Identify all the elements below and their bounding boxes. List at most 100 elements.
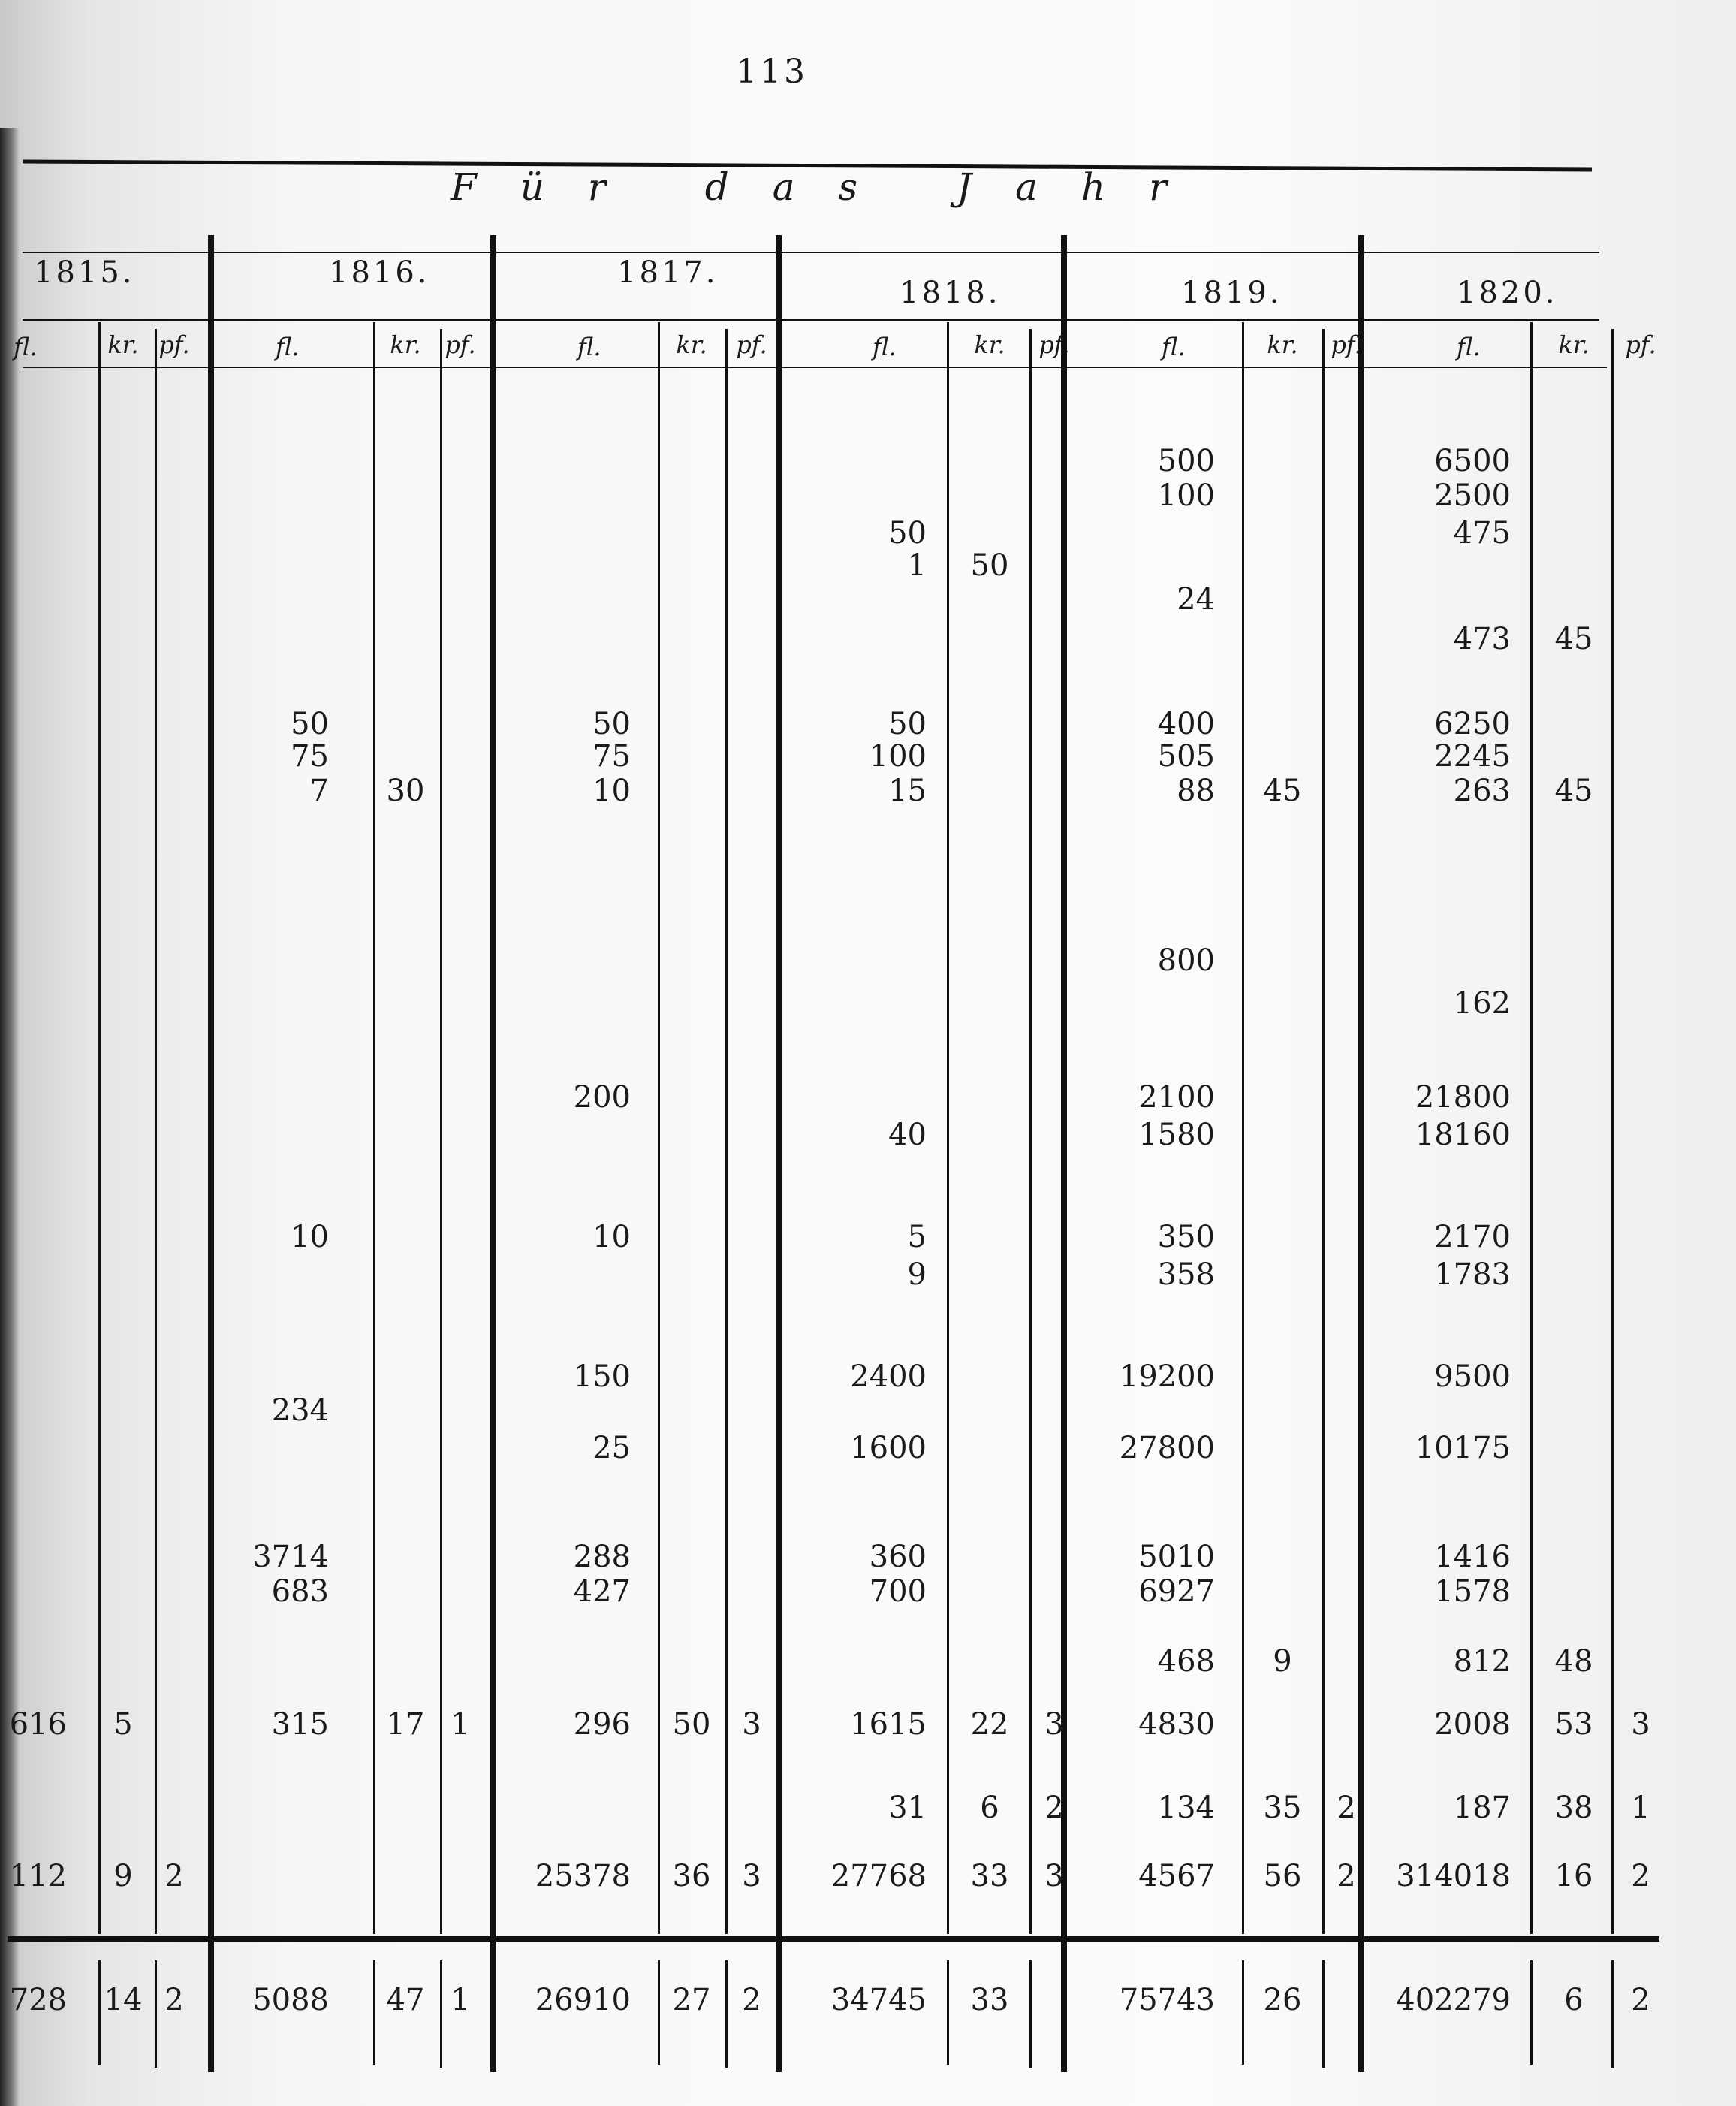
cell-fl: 427 (573, 1574, 631, 1609)
unit-header-fl: fl. (1162, 333, 1186, 361)
cell-kr: 45 (1554, 622, 1593, 656)
units-bottom-rule (23, 367, 1607, 368)
cell-fl: 15 (888, 774, 927, 808)
cell-kr: 50 (672, 1707, 711, 1742)
cell-fl: 360 (869, 1540, 927, 1574)
column-divider (1029, 329, 1032, 1934)
column-divider (658, 322, 660, 1934)
unit-header-fl: fl. (577, 333, 601, 361)
cell-fl: 50 (888, 516, 927, 551)
cell-fl: 473 (1453, 622, 1511, 656)
cell-kr: 9 (1273, 1644, 1292, 1679)
year-divider (490, 235, 496, 2072)
cell-pf: 3 (742, 1707, 761, 1742)
year-header: 1817. (617, 255, 719, 290)
cell-fl: 162 (1453, 986, 1511, 1021)
total-fl: 728 (9, 1983, 67, 2017)
cell-fl: 2500 (1434, 478, 1511, 513)
cell-fl: 2008 (1434, 1707, 1511, 1742)
unit-header-pf: pf. (736, 330, 767, 359)
unit-header-pf: pf. (158, 330, 190, 359)
column-divider (1530, 1960, 1533, 2065)
cell-kr: 22 (970, 1707, 1009, 1742)
unit-header-kr: kr. (390, 330, 421, 359)
cell-fl: 10 (592, 774, 631, 808)
cell-fl: 616 (9, 1707, 67, 1742)
units-top-rule (23, 319, 1599, 321)
column-divider (373, 322, 375, 1934)
cell-kr: 6 (980, 1791, 999, 1825)
cell-fl: 1578 (1434, 1574, 1511, 1609)
cell-fl: 31 (888, 1791, 927, 1825)
cell-fl: 75 (592, 739, 631, 774)
heading-rule (23, 252, 1599, 253)
cell-fl: 187 (1453, 1791, 1511, 1825)
total-pf: 1 (451, 1983, 470, 2017)
column-divider (98, 1960, 101, 2065)
year-header: 1818. (900, 276, 1001, 310)
totals-rule (8, 1936, 1659, 1942)
cell-fl: 134 (1157, 1791, 1215, 1825)
cell-fl: 200 (573, 1080, 631, 1115)
cell-fl: 100 (869, 739, 927, 774)
column-divider (155, 1960, 157, 2068)
unit-header-pf: pf. (1625, 330, 1656, 359)
cell-kr: 33 (970, 1859, 1009, 1893)
column-divider (1029, 1960, 1032, 2068)
column-divider (1611, 329, 1614, 1934)
cell-pf: 2 (1337, 1791, 1356, 1825)
unit-header-fl: fl. (276, 333, 300, 361)
cell-fl: 800 (1157, 943, 1215, 978)
year-header: 1816. (329, 255, 430, 290)
cell-fl: 2245 (1434, 739, 1511, 774)
year-divider (1358, 235, 1364, 2072)
cell-kr: 50 (970, 548, 1009, 583)
total-kr: 47 (386, 1983, 425, 2017)
column-divider (1530, 322, 1533, 1934)
cell-fl: 88 (1177, 774, 1215, 808)
unit-header-kr: kr. (1267, 330, 1298, 359)
year-header: 1820. (1457, 276, 1558, 310)
cell-fl: 358 (1157, 1257, 1215, 1292)
table-heading: Für das Jahr (451, 165, 1211, 209)
cell-fl: 350 (1157, 1220, 1215, 1254)
cell-fl: 468 (1157, 1644, 1215, 1679)
cell-fl: 9500 (1434, 1359, 1511, 1394)
cell-fl: 9 (907, 1257, 927, 1292)
cell-fl: 315 (271, 1707, 329, 1742)
cell-fl: 18160 (1415, 1118, 1511, 1152)
cell-fl: 6500 (1434, 444, 1511, 478)
cell-fl: 263 (1453, 774, 1511, 808)
column-divider (1242, 1960, 1244, 2065)
cell-fl: 505 (1157, 739, 1215, 774)
total-fl: 75743 (1119, 1983, 1215, 2017)
cell-fl: 75 (291, 739, 329, 774)
cell-kr: 53 (1554, 1707, 1593, 1742)
cell-pf: 3 (742, 1859, 761, 1893)
cell-fl: 50 (592, 707, 631, 741)
cell-kr: 17 (386, 1707, 425, 1742)
cell-kr: 35 (1263, 1791, 1302, 1825)
cell-fl: 5010 (1138, 1540, 1215, 1574)
cell-fl: 25 (592, 1431, 631, 1465)
cell-fl: 5 (907, 1220, 927, 1254)
cell-fl: 10175 (1415, 1431, 1511, 1465)
unit-header-pf: pf. (1331, 330, 1362, 359)
total-kr: 26 (1263, 1983, 1302, 2017)
cell-kr: 9 (113, 1859, 133, 1893)
cell-kr: 45 (1263, 774, 1302, 808)
cell-pf: 2 (164, 1859, 184, 1893)
unit-header-kr: kr. (1558, 330, 1590, 359)
year-header: 1815. (34, 255, 135, 290)
column-divider (947, 1960, 949, 2065)
cell-fl: 7 (309, 774, 329, 808)
column-divider (1611, 1960, 1614, 2068)
cell-fl: 1580 (1138, 1118, 1215, 1152)
cell-fl: 10 (592, 1220, 631, 1254)
cell-kr: 45 (1554, 774, 1593, 808)
cell-kr: 48 (1554, 1644, 1593, 1679)
cell-fl: 100 (1157, 478, 1215, 513)
cell-fl: 4830 (1138, 1707, 1215, 1742)
cell-pf: 3 (1044, 1859, 1064, 1893)
column-divider (155, 329, 157, 1934)
